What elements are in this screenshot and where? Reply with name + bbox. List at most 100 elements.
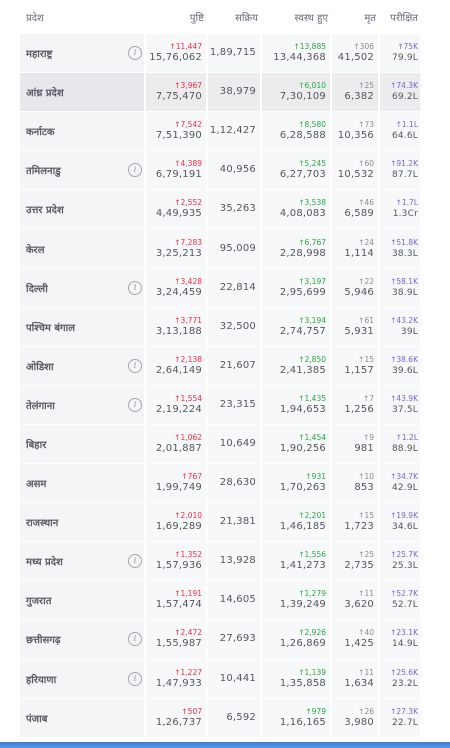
confirmed-delta: ↑3,428 (174, 276, 202, 286)
tested-value: 69.2L (391, 92, 418, 103)
tested-delta: ↑19.9K (390, 511, 418, 521)
deceased-delta: ↑9 (362, 432, 374, 442)
table-row[interactable]: पश्चिम बंगाल ↑3,771 3,13,188 32,500 ↑3,194 2,… (20, 307, 434, 347)
deceased-delta: ↑73 (358, 120, 374, 130)
table-row[interactable]: दिल्ली i ↑3,428 3,24,459 22,814 ↑3,197 2,95,69… (20, 268, 434, 308)
tested-value: 14.9L (391, 639, 418, 650)
state-cell[interactable]: हरियाणा i (20, 659, 144, 698)
state-name: हरियाणा (26, 674, 57, 686)
tested-delta: ↑52.7K (390, 589, 418, 599)
active-cell: 38,979 (208, 73, 260, 112)
deceased-delta: ↑60 (358, 159, 374, 169)
info-icon[interactable]: i (128, 46, 142, 61)
state-cell[interactable]: राजस्थान (20, 503, 144, 542)
confirmed-delta: ↑767 (181, 472, 202, 482)
header-recovered[interactable]: स्वस्थ हुए (294, 13, 328, 24)
recovered-value: 1,16,165 (279, 716, 326, 728)
recovered-value: 1,35,858 (279, 677, 326, 689)
confirmed-cell: ↑2,552 4,49,935 (146, 190, 206, 229)
state-cell[interactable]: उत्तर प्रदेश (20, 190, 144, 229)
deceased-value: 1,634 (344, 677, 374, 689)
state-cell[interactable]: तेलंगाना i (20, 385, 144, 424)
state-cell[interactable]: बिहार (20, 424, 144, 464)
table-row[interactable]: हरियाणा i ↑1,227 1,47,933 10,441 ↑1,139 1,35,8… (20, 659, 434, 699)
table-row[interactable]: उत्तर प्रदेश ↑2,552 4,49,935 35,263 ↑3,538 4,… (20, 190, 434, 230)
tested-cell: ↑38.6K 39.6L (380, 346, 420, 385)
deceased-value: 1,114 (344, 247, 374, 259)
recovered-cell: ↑1,279 1,39,249 (262, 581, 330, 620)
table-row[interactable]: कर्नाटक ↑7,542 7,51,390 1,12,427 ↑8,580 6,28,… (20, 112, 434, 152)
table-row[interactable]: केरल ↑7,283 3,25,213 95,009 ↑6,767 2,28,998 ↑2… (20, 229, 434, 269)
table-row[interactable]: तेलंगाना i ↑1,554 2,19,224 23,315 ↑1,435 1,94,… (20, 385, 434, 425)
deceased-value: 5,931 (344, 325, 374, 337)
info-icon[interactable]: i (128, 632, 142, 647)
info-icon[interactable]: i (128, 280, 142, 295)
state-cell[interactable]: कर्नाटक (20, 112, 144, 151)
table-row[interactable]: महाराष्ट्र i ↑11,447 15,76,062 1,89,715 ↑13,8… (20, 34, 434, 74)
table-row[interactable]: तमिलनाडु i ↑4,389 6,79,191 40,956 ↑5,245 6,27,… (20, 151, 434, 191)
table-row[interactable]: ओडिशा i ↑2,138 2,64,149 21,607 ↑2,850 2,41,385… (20, 346, 434, 386)
tested-cell: ↑74.3K 69.2L (380, 73, 420, 112)
tested-delta: ↑25.6K (390, 667, 418, 677)
state-cell[interactable]: गुजरात (20, 581, 144, 620)
table-row[interactable]: राजस्थान ↑2,010 1,69,289 21,381 ↑2,201 1,46,1… (20, 503, 434, 543)
recovered-cell: ↑3,197 2,95,699 (262, 268, 330, 307)
header-confirmed[interactable]: पुष्टि (189, 13, 204, 24)
state-cell[interactable]: असम (20, 464, 144, 503)
state-cell[interactable]: महाराष्ट्र i (20, 34, 144, 73)
table-row[interactable]: असम ↑767 1,99,749 28,630 ↑931 1,70,263 ↑10 853 ↑… (20, 464, 434, 504)
active-value: 32,500 (219, 320, 256, 332)
active-value: 10,649 (219, 437, 256, 449)
recovered-cell: ↑2,850 2,41,385 (262, 346, 330, 385)
tested-value: 39.6L (391, 365, 418, 376)
state-cell[interactable]: ओडिशा i (20, 346, 144, 385)
state-cell[interactable]: छत्तीसगढ़ i (20, 620, 144, 659)
state-cell[interactable]: तमिलनाडु i (20, 151, 144, 190)
confirmed-delta: ↑1,227 (174, 667, 202, 677)
state-name: राजस्थान (26, 518, 59, 530)
table-row[interactable]: बिहार ↑1,062 2,01,887 10,649 ↑1,454 1,90,256 ↑… (20, 424, 434, 465)
state-cell[interactable]: केरल (20, 229, 144, 268)
recovered-delta: ↑3,538 (298, 198, 326, 208)
tested-value: 37.5L (391, 404, 418, 415)
tested-cell: ↑91.2K 87.7L (380, 151, 420, 190)
state-cell[interactable]: दिल्ली i (20, 268, 144, 307)
info-icon[interactable]: i (128, 671, 142, 686)
header-deceased[interactable]: मृत (364, 13, 376, 24)
active-cell: 95,009 (208, 229, 260, 268)
confirmed-value: 1,47,933 (155, 677, 202, 689)
confirmed-delta: ↑2,138 (174, 354, 202, 364)
tested-delta: ↑74.3K (390, 81, 418, 91)
header-active[interactable]: सक्रिय (235, 13, 258, 24)
recovered-value: 1,90,256 (279, 442, 326, 454)
info-icon[interactable]: i (128, 163, 142, 178)
deceased-cell: ↑25 6,382 (332, 73, 378, 112)
deceased-delta: ↑25 (358, 81, 374, 91)
tested-delta: ↑25.7K (390, 550, 418, 560)
info-icon[interactable]: i (128, 358, 142, 373)
table-row[interactable]: आंध्र प्रदेश ↑3,967 7,75,470 38,979 ↑6,010 7,… (20, 73, 434, 113)
tested-delta: ↑34.7K (390, 472, 418, 482)
deceased-cell: ↑73 10,356 (332, 112, 378, 151)
tested-cell: ↑1.1L 64.6L (380, 112, 420, 151)
active-cell: 21,607 (208, 346, 260, 385)
tested-cell: ↑1.2L 88.9L (380, 424, 420, 464)
state-cell[interactable]: पंजाब (20, 698, 144, 737)
recovered-delta: ↑2,201 (298, 511, 326, 521)
recovered-value: 7,30,109 (279, 91, 326, 103)
state-cell[interactable]: मध्य प्रदेश i (20, 542, 144, 581)
tested-delta: ↑1.7L (395, 198, 418, 208)
table-row[interactable]: मध्य प्रदेश i ↑1,352 1,57,936 13,928 ↑1,556 1,… (20, 542, 434, 582)
table-row[interactable]: पंजाब ↑507 1,26,737 6,592 ↑979 1,16,165 ↑26 3,9… (20, 698, 434, 738)
header-tested[interactable]: परीक्षित (390, 13, 418, 24)
state-name: पंजाब (26, 713, 48, 725)
state-cell[interactable]: पश्चिम बंगाल (20, 307, 144, 346)
info-icon[interactable]: i (128, 554, 142, 569)
confirmed-value: 1,69,289 (155, 521, 202, 533)
state-cell[interactable]: आंध्र प्रदेश (20, 73, 144, 112)
info-icon[interactable]: i (128, 397, 142, 412)
table-row[interactable]: गुजरात ↑1,191 1,57,474 14,605 ↑1,279 1,39,249… (20, 581, 434, 621)
table-row[interactable]: छत्तीसगढ़ i ↑2,472 1,55,987 27,693 ↑2,926 1,26… (20, 620, 434, 660)
header-state[interactable]: प्रदेश (26, 13, 44, 24)
recovered-value: 2,41,385 (279, 364, 326, 376)
